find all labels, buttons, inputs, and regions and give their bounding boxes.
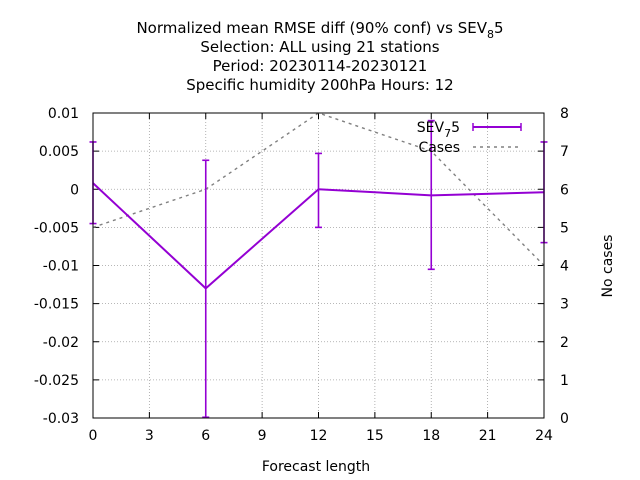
y-tick-label: 0 bbox=[70, 182, 79, 198]
x-tick-label: 3 bbox=[145, 428, 154, 444]
plot-border bbox=[92, 112, 545, 419]
y2-tick-label: 4 bbox=[560, 259, 569, 275]
y-tick-label: -0.025 bbox=[34, 373, 79, 389]
y2-tick-label: 6 bbox=[560, 182, 569, 198]
y2-tick-label: 7 bbox=[560, 144, 569, 160]
chart-title-line-4: Specific humidity 200hPa Hours: 12 bbox=[186, 76, 453, 94]
chart-title-line-2: Selection: ALL using 21 stations bbox=[200, 38, 439, 56]
y2-tick-label: 3 bbox=[560, 297, 569, 313]
chart-title-line-1: Normalized mean RMSE diff (90% conf) vs … bbox=[136, 19, 503, 41]
x-tick-label: 12 bbox=[310, 428, 328, 444]
x-tick-label: 6 bbox=[201, 428, 210, 444]
y2-tick-label: 5 bbox=[560, 220, 569, 236]
legend-label-cases: Cases bbox=[418, 140, 460, 156]
y-tick-label: -0.005 bbox=[34, 220, 79, 236]
y-tick-label: 0.005 bbox=[39, 144, 79, 160]
y-tick-label: -0.01 bbox=[43, 259, 79, 275]
x-tick-label: 24 bbox=[535, 428, 553, 444]
y-tick-label: -0.03 bbox=[43, 411, 79, 427]
y-tick-label: -0.015 bbox=[34, 297, 79, 313]
legend: SEV75 Cases bbox=[417, 120, 522, 156]
chart-title-line-3: Period: 20230114-20230121 bbox=[213, 57, 428, 75]
y-tick-label: -0.02 bbox=[43, 335, 79, 351]
y2-tick-label: 0 bbox=[560, 411, 569, 427]
x-tick-label: 15 bbox=[366, 428, 384, 444]
y2-axis-label: No cases bbox=[600, 235, 616, 298]
legend-label-sev75: SEV75 bbox=[417, 120, 460, 140]
y2-tick-label: 1 bbox=[560, 373, 569, 389]
y2-axis-ticks: 0 1 2 3 4 5 6 7 8 bbox=[538, 106, 569, 427]
y-axis-ticks: 0.01 0.005 0 -0.005 -0.01 -0.015 -0.02 -0.025 -0… bbox=[34, 106, 99, 427]
x-tick-label: 9 bbox=[258, 428, 267, 444]
x-axis-label: Forecast length bbox=[262, 459, 370, 475]
x-axis-ticks: 0 3 6 9 12 15 18 21 24 bbox=[89, 113, 553, 444]
x-tick-label: 18 bbox=[422, 428, 440, 444]
x-tick-label: 21 bbox=[479, 428, 497, 444]
y-tick-label: 0.01 bbox=[48, 106, 79, 122]
y2-tick-label: 8 bbox=[560, 106, 569, 122]
cases-line bbox=[92, 112, 545, 266]
y2-tick-label: 2 bbox=[560, 335, 569, 351]
x-tick-label: 0 bbox=[89, 428, 98, 444]
